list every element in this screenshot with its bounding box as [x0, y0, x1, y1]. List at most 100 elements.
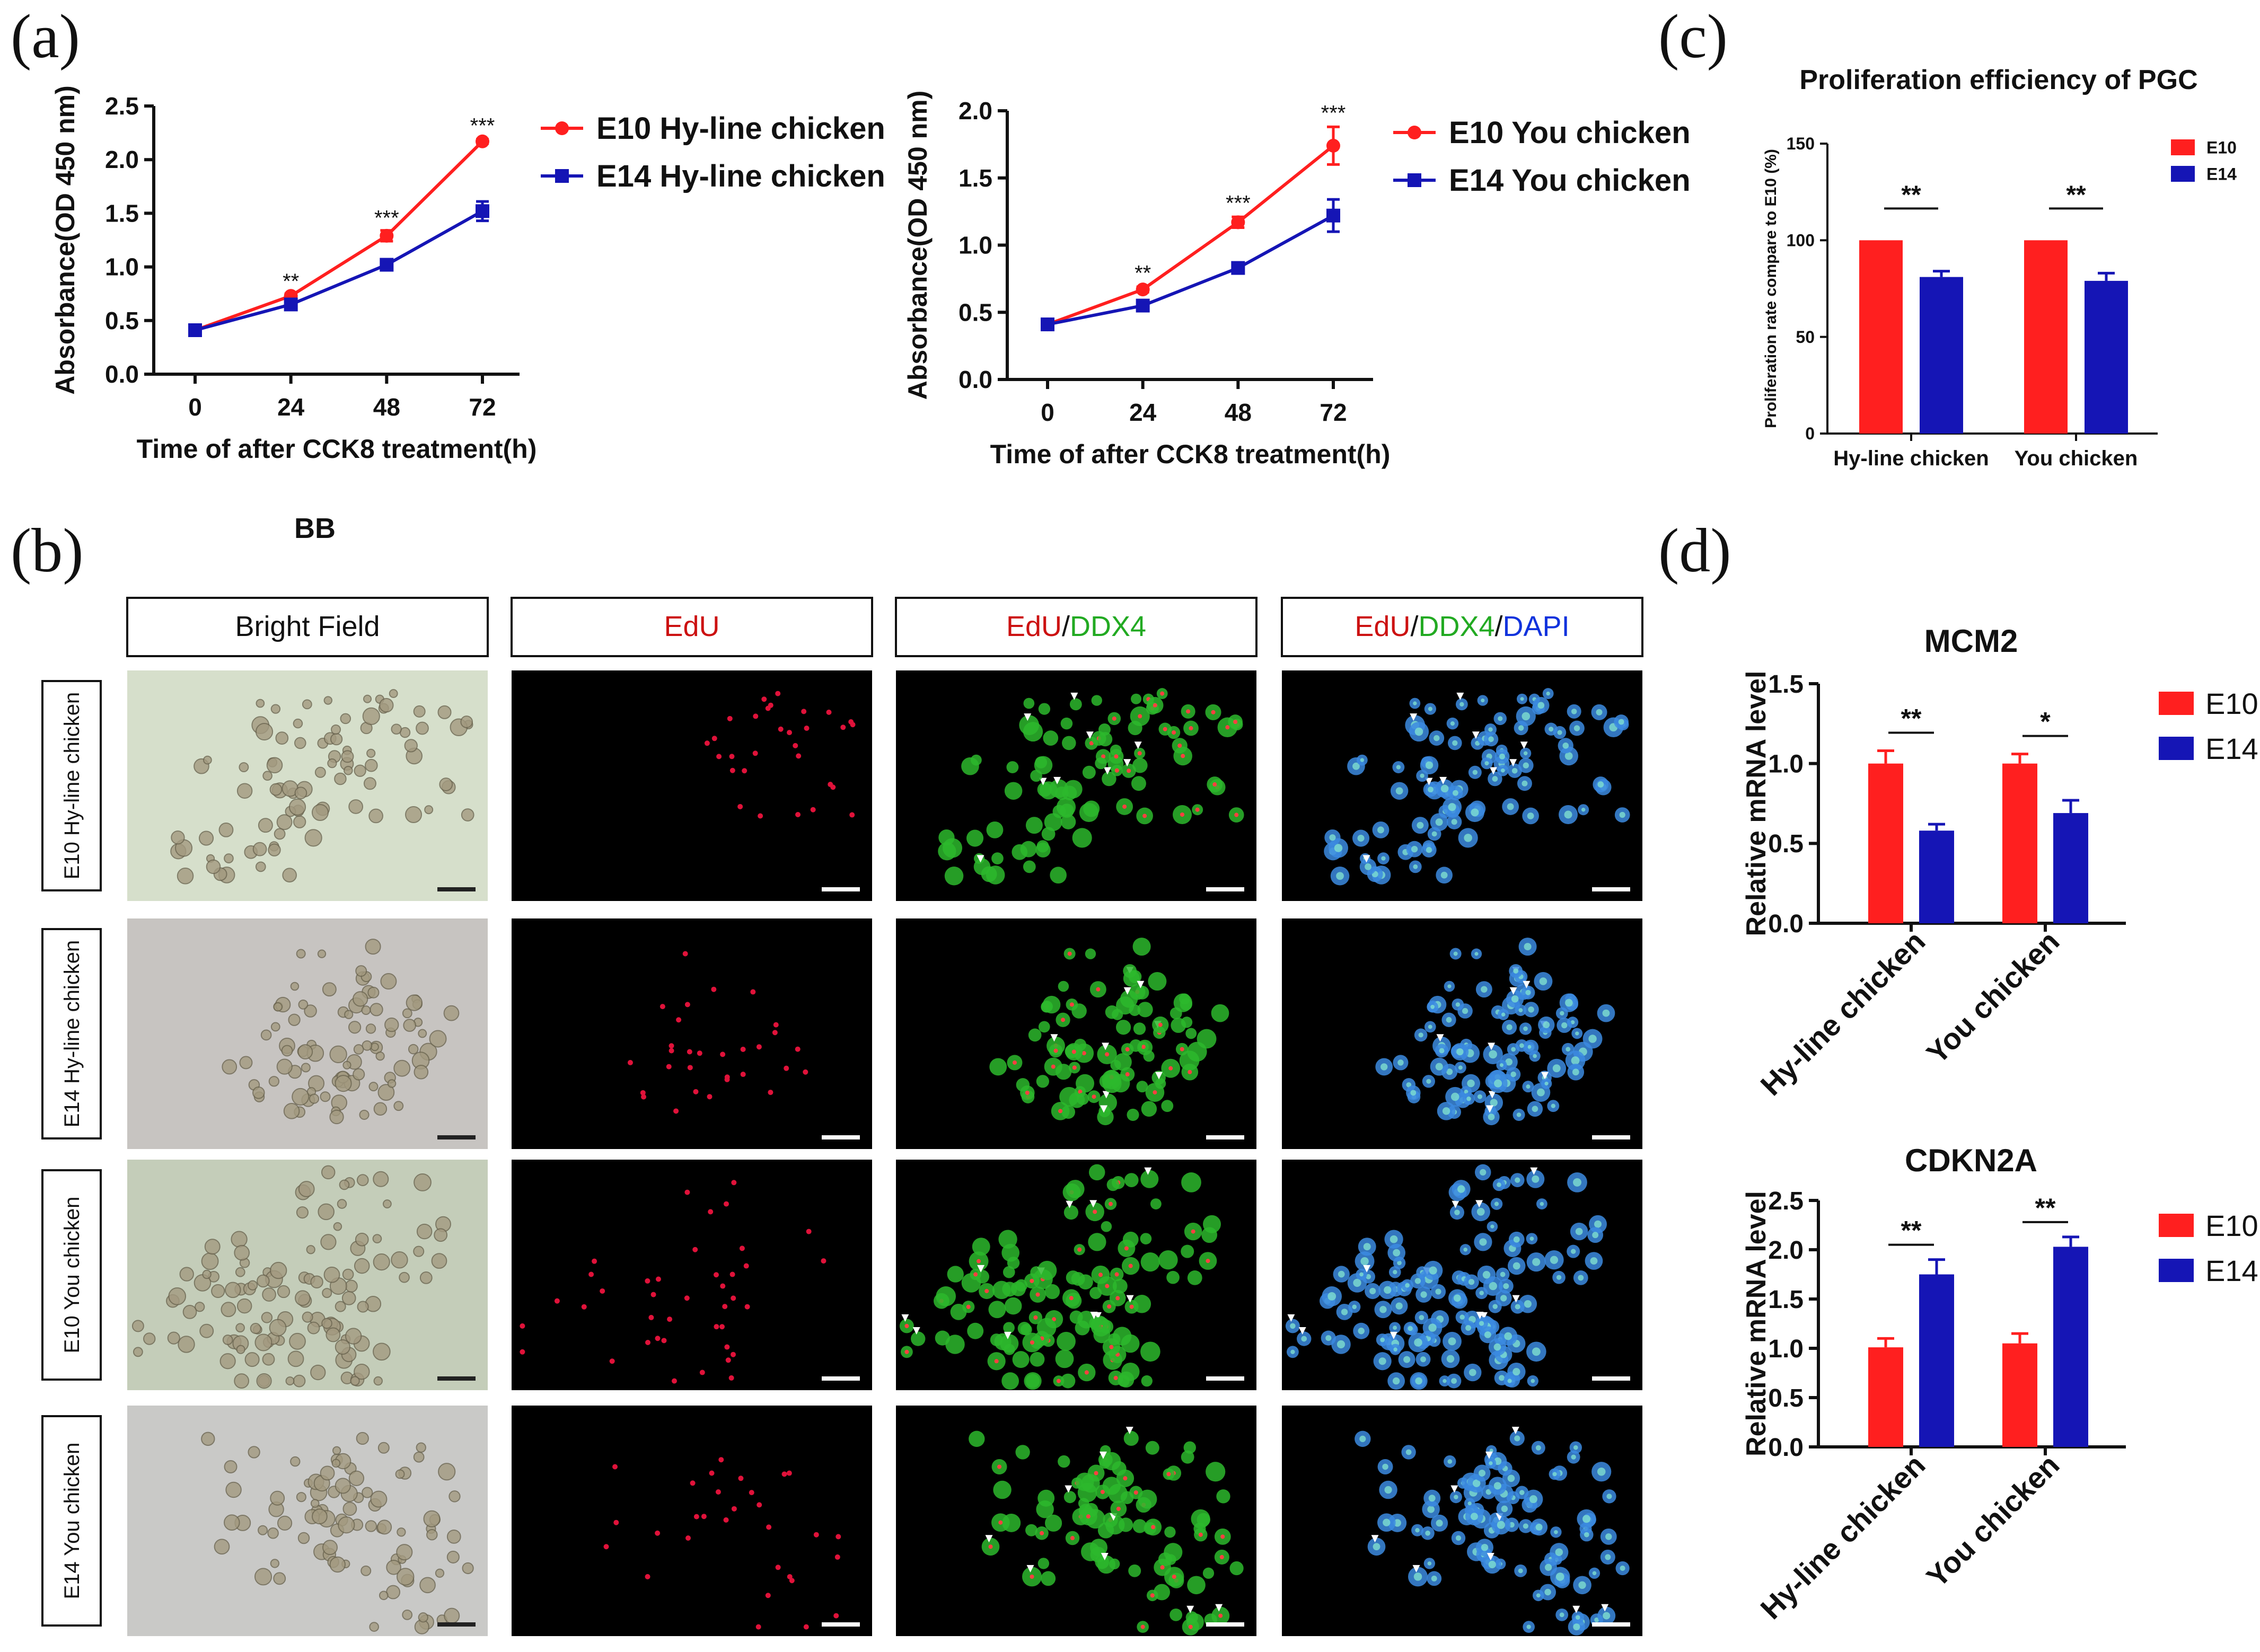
merged-nucleus: [1447, 984, 1452, 988]
cell: [344, 765, 353, 775]
merged-nucleus: [1537, 702, 1545, 709]
cell: [373, 1171, 389, 1187]
ddx4-cell: [1037, 1558, 1050, 1569]
edu-nucleus: [740, 1046, 746, 1052]
merged-nucleus: [1481, 1543, 1489, 1551]
merged-nucleus: [1512, 1262, 1520, 1270]
arrowhead-marker: [1371, 1535, 1379, 1543]
merged-nucleus: [1507, 1379, 1512, 1383]
ddx4-cell: [1140, 1170, 1159, 1188]
merged-nucleus: [1470, 1513, 1478, 1521]
merged-nucleus: [1526, 1624, 1531, 1629]
edu-nucleus: [789, 1578, 795, 1584]
arrowhead-marker: [1123, 987, 1131, 995]
edu-nucleus: [609, 1358, 615, 1364]
merged-nucleus: [1573, 725, 1580, 731]
arrowhead-marker: [1475, 1200, 1483, 1208]
edu-nucleus: [554, 1298, 560, 1304]
merged-nucleus: [1532, 1175, 1540, 1183]
chart-title: CDKN2A: [1905, 1143, 2037, 1178]
arrowhead-marker: [1488, 1043, 1496, 1050]
merged-nucleus: [1536, 1593, 1541, 1598]
ddx4-cell: [1035, 842, 1051, 858]
cell: [282, 868, 297, 883]
column-header-part: /: [1495, 611, 1503, 642]
y-tick-label: 1.5: [1768, 670, 1804, 699]
edu-nucleus: [1112, 716, 1116, 721]
stray-label: BB: [294, 513, 336, 544]
microscopy-grid: Bright Field EdU EdU/DDX4 EdU/DDX4/DAPIE10 …: [41, 597, 1643, 1636]
cell: [362, 707, 380, 726]
cell: [312, 1508, 328, 1525]
ddx4-cell: [1063, 1491, 1076, 1504]
cell: [341, 750, 354, 763]
cell: [404, 739, 418, 753]
significance-marker: ***: [470, 114, 495, 138]
cell: [275, 731, 289, 745]
edu-nucleus: [661, 1338, 667, 1344]
column-header-box: [511, 597, 873, 657]
legend-marker: [1408, 126, 1421, 139]
cell: [306, 1245, 315, 1255]
merged-nucleus: [1488, 1114, 1495, 1120]
edu-nucleus: [1086, 1514, 1091, 1519]
cell: [262, 771, 272, 781]
data-point: [284, 297, 298, 312]
merged-nucleus: [1464, 834, 1472, 842]
merged-nucleus: [1570, 1020, 1575, 1024]
merged-nucleus: [1427, 1561, 1432, 1566]
merged-nucleus: [1566, 1047, 1571, 1052]
edu-nucleus: [1219, 1554, 1224, 1559]
cell: [252, 1086, 265, 1099]
merged-nucleus: [1597, 1467, 1606, 1476]
micrograph-tile: [512, 670, 872, 901]
ddx4-cell: [1056, 797, 1076, 817]
ddx4-cell: [1138, 1489, 1157, 1509]
merged-nucleus: [1482, 1271, 1491, 1279]
merged-nucleus: [1606, 1494, 1612, 1499]
cell: [402, 1609, 413, 1620]
data-point: [1326, 138, 1340, 153]
ddx4-cell: [1078, 1498, 1089, 1509]
edu-nucleus: [793, 743, 798, 748]
cell: [344, 1010, 354, 1019]
ddx4-cell: [1202, 1567, 1215, 1579]
merged-nucleus: [1411, 845, 1418, 853]
merged-nucleus: [1474, 952, 1479, 956]
cell: [234, 1244, 250, 1261]
micrograph-tile: [512, 1160, 872, 1390]
merged-nucleus: [1490, 1224, 1494, 1229]
cell: [301, 1063, 311, 1073]
cell: [327, 758, 337, 768]
cell: [339, 1179, 350, 1190]
arrowhead-marker: [1511, 1426, 1519, 1434]
merged-nucleus: [1439, 1048, 1445, 1054]
y-tick-label: 2.5: [105, 92, 139, 120]
cell: [350, 1376, 360, 1386]
edu-nucleus: [1114, 768, 1119, 773]
cell: [419, 1577, 436, 1594]
merged-nucleus: [1511, 995, 1519, 1003]
merged-nucleus: [1369, 1287, 1376, 1295]
cell: [270, 704, 281, 714]
merged-nucleus: [1426, 1079, 1431, 1084]
edu-nucleus: [1124, 1246, 1129, 1251]
ddx4-cell: [1036, 1075, 1050, 1088]
ddx4-cell: [1025, 817, 1043, 834]
merged-nucleus: [1396, 765, 1401, 770]
arrowhead-marker: [1101, 1552, 1109, 1560]
micrograph-tile: [512, 1406, 872, 1636]
cell: [276, 814, 293, 831]
merged-nucleus: [1493, 1482, 1501, 1490]
cell: [310, 1275, 323, 1289]
merged-nucleus: [1377, 826, 1384, 834]
merged-nucleus: [1543, 1021, 1550, 1028]
edu-nucleus: [772, 1030, 778, 1036]
edu-nucleus: [755, 1624, 761, 1630]
merged-nucleus: [1353, 1278, 1361, 1287]
cell: [353, 1044, 364, 1055]
arrowhead-marker: [1488, 1091, 1496, 1099]
cell: [293, 1374, 306, 1388]
ddx4-cell: [1098, 723, 1111, 736]
ddx4-cell: [1075, 1320, 1090, 1336]
